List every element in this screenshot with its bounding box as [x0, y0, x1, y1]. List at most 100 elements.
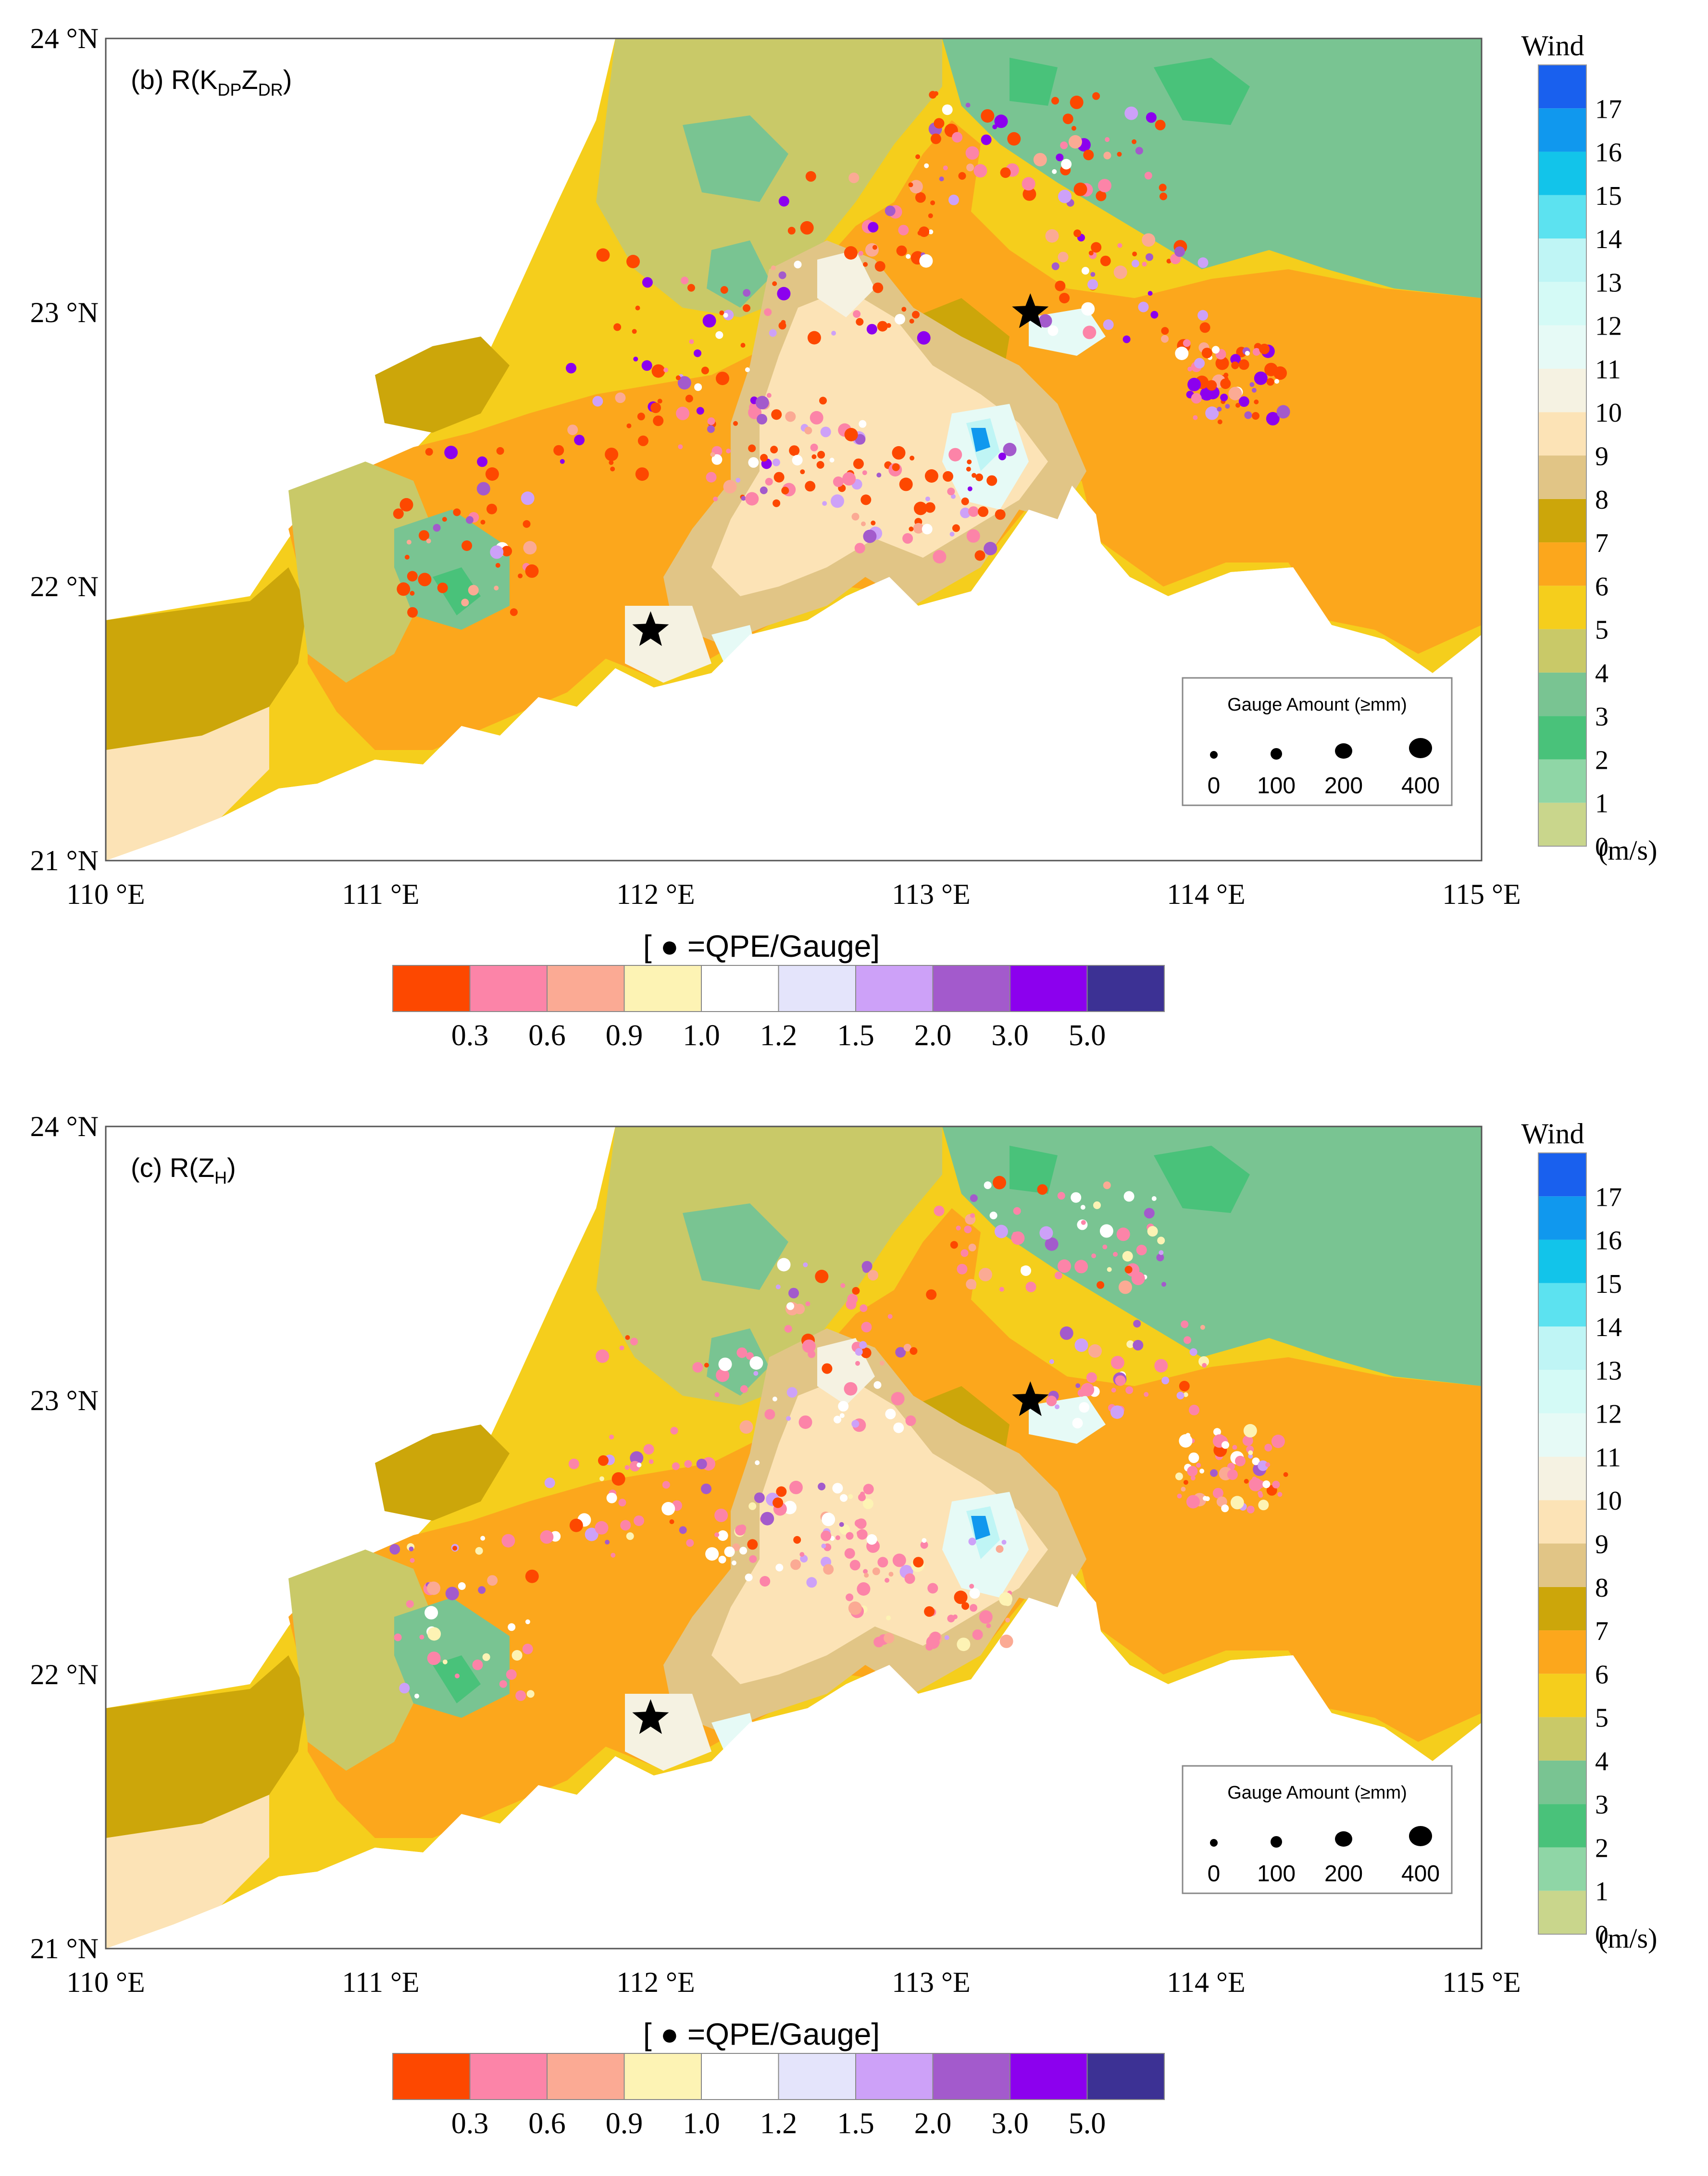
gauge-marker: [755, 396, 769, 410]
gauge-marker: [569, 1518, 583, 1532]
wind-color-swatch: [1538, 282, 1586, 325]
wind-tick-label: 6: [1595, 572, 1608, 601]
gauge-marker: [788, 1288, 799, 1299]
gauge-marker: [786, 1416, 791, 1421]
gauge-marker: [1135, 147, 1143, 155]
gauge-marker: [740, 1385, 748, 1393]
gauge-legend: Gauge Amount (≥mm) 0 100 200 400: [1182, 1765, 1453, 1894]
gauge-marker: [445, 1587, 459, 1601]
gauge-marker: [510, 608, 518, 616]
gauge-marker: [1201, 348, 1212, 359]
gauge-marker: [605, 448, 619, 462]
gauge-marker: [681, 276, 689, 285]
gauge-marker: [892, 1553, 906, 1567]
gauge-marker: [1055, 280, 1066, 291]
gauge-marker: [663, 367, 669, 373]
gauge-marker: [1092, 92, 1100, 100]
gauge-marker: [1205, 1496, 1210, 1501]
gauge-label: 100: [1257, 773, 1296, 799]
wind-tick-label: 10: [1595, 1486, 1622, 1516]
gauge-marker: [884, 1633, 895, 1644]
gauge-marker: [1230, 354, 1241, 365]
gauge-marker: [1247, 1505, 1255, 1513]
gauge-marker: [951, 494, 956, 499]
gauge-marker: [969, 1588, 980, 1599]
gauge-marker: [1039, 1226, 1053, 1240]
gauge-marker: [822, 1513, 835, 1526]
panel-c: 24 °N 23 °N 22 °N 21 °N 110 °E 111 °E 11…: [0, 1088, 1708, 2176]
gauge-marker: [511, 1650, 523, 1661]
gauge-marker: [974, 550, 985, 561]
gauge-marker: [981, 134, 992, 145]
green-zone: [942, 1126, 1482, 1386]
gauge-marker: [1212, 1488, 1223, 1499]
gauge-marker: [1080, 1205, 1085, 1210]
gauge-marker: [749, 1555, 757, 1563]
gauge-marker: [854, 543, 865, 554]
gauge-marker: [1205, 406, 1219, 420]
gauge-marker: [821, 1543, 826, 1549]
gauge-marker: [662, 1481, 670, 1489]
gauge-marker: [1147, 291, 1153, 296]
gauge-marker: [807, 331, 821, 345]
gauge-marker: [1093, 1201, 1101, 1209]
gauge-marker: [1179, 1434, 1193, 1448]
gauge-marker: [928, 229, 934, 235]
gauge-marker: [1259, 343, 1270, 354]
gauge-marker: [855, 1348, 863, 1356]
gauge-marker: [1276, 405, 1290, 419]
gauge-marker: [754, 1492, 765, 1503]
gauge-marker: [1144, 172, 1152, 180]
gauge-marker: [823, 1564, 834, 1575]
gauge-marker: [1235, 403, 1240, 408]
gauge-marker: [1111, 1388, 1116, 1393]
wind-tick-label: 11: [1595, 355, 1621, 385]
olive-zone: [106, 567, 308, 750]
ratio-color-swatch: [469, 965, 548, 1012]
gauge-marker: [1252, 1476, 1257, 1482]
gauge-marker: [1074, 1260, 1088, 1274]
gauge-marker: [810, 443, 818, 451]
gauge-marker: [1054, 1271, 1062, 1279]
gauge-marker: [1081, 302, 1095, 316]
gauge-marker: [898, 225, 909, 236]
gauge-marker: [966, 529, 980, 543]
gauge-marker: [895, 1347, 906, 1358]
lon-label: 115 °E: [1442, 878, 1521, 910]
gauge-marker: [848, 1601, 862, 1615]
gauge-marker: [925, 1643, 934, 1651]
coastal-sand: [106, 1795, 269, 1949]
gauge-marker: [1197, 310, 1209, 321]
gauge-marker: [1090, 272, 1096, 277]
gauge-marker: [772, 281, 777, 286]
lat-label: 23 °N: [30, 297, 99, 328]
gauge-marker: [653, 415, 664, 426]
gauge-marker: [1123, 1191, 1135, 1202]
gauge-marker: [1181, 1320, 1189, 1328]
gauge-marker: [705, 1547, 719, 1561]
gauge-marker: [1045, 229, 1059, 243]
gauge-marker: [609, 460, 614, 465]
khaki-zone: [288, 1550, 433, 1771]
gauge-marker: [1248, 1453, 1253, 1459]
wind-tick-label: 14: [1595, 225, 1622, 254]
gauge-marker: [835, 1535, 840, 1540]
gauge-marker: [1230, 1496, 1244, 1510]
gauge-marker: [922, 1538, 927, 1543]
gauge-marker: [853, 310, 861, 318]
gauge-marker: [1271, 1435, 1285, 1448]
gauge-marker: [714, 1532, 720, 1538]
gauge-marker: [726, 449, 731, 454]
gauge-marker: [1117, 243, 1122, 248]
lon-label: 112 °E: [616, 878, 695, 910]
gauge-marker: [1091, 242, 1102, 253]
wind-color-swatch: [1538, 1370, 1586, 1413]
gauge-marker: [760, 454, 768, 462]
gauge-marker: [1225, 404, 1230, 409]
map-frame: [105, 38, 1483, 862]
gauge-marker: [713, 496, 718, 501]
gauge-marker: [873, 1381, 882, 1389]
gauge-marker: [1047, 325, 1059, 336]
gauge-marker: [1212, 346, 1220, 354]
gauge-marker: [844, 246, 858, 260]
